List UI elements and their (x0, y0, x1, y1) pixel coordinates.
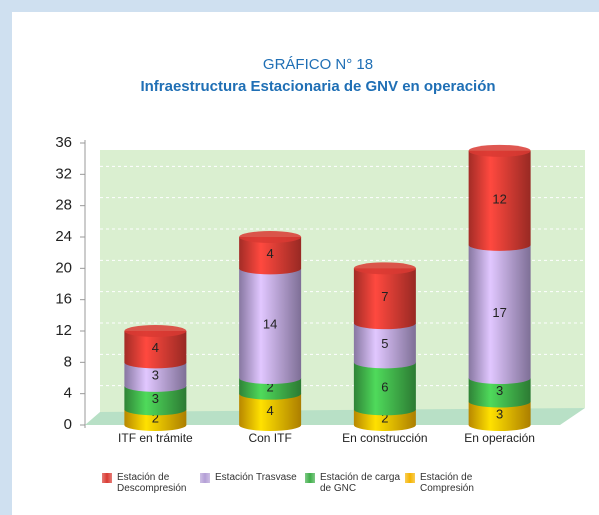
bar-segment (468, 378, 531, 408)
y-tick-label: 4 (64, 385, 72, 402)
bar-segment (353, 362, 416, 416)
y-tick-label: 0 (64, 416, 72, 433)
legend-label: Estación de Compresión (420, 472, 474, 494)
value-label: 12 (492, 191, 506, 206)
chart-subtitle: Infraestructura Estacionaria de GNV en o… (140, 78, 495, 95)
bar-segment (468, 150, 531, 251)
y-tick-label: 16 (55, 291, 72, 308)
legend-swatch (102, 473, 112, 483)
value-label: 14 (263, 317, 277, 332)
y-tick-label: 32 (55, 165, 72, 182)
bar-top (353, 262, 416, 275)
bar-segment (124, 409, 187, 431)
value-label: 2 (267, 379, 274, 394)
bar-segment (468, 401, 531, 431)
value-label: 6 (381, 379, 388, 394)
y-tick-label: 28 (55, 197, 72, 214)
bar-top (124, 325, 187, 337)
floor (85, 408, 585, 425)
bar-top (468, 144, 531, 157)
bar-segment (353, 409, 416, 431)
legend-label: Estación de Descompresión (117, 472, 187, 494)
bar-top (239, 231, 302, 243)
value-label: 3 (152, 368, 159, 383)
value-label: 7 (381, 289, 388, 304)
legend-swatch (305, 473, 315, 483)
legend-label: Estación Trasvase (215, 472, 297, 483)
y-tick-label: 12 (55, 322, 72, 339)
value-label: 3 (152, 391, 159, 406)
bar-segment (353, 323, 416, 369)
y-tick-label: 36 (55, 134, 72, 151)
y-tick-label: 8 (64, 353, 72, 370)
bar-segment (124, 331, 187, 369)
bar-segment (124, 362, 187, 392)
bar-segment (239, 237, 302, 275)
bar-segment (468, 244, 531, 384)
legend-swatch (405, 473, 415, 483)
legend-swatch (200, 473, 210, 483)
value-label: 5 (381, 336, 388, 351)
x-tick-label: En operación (464, 431, 535, 445)
bar-segment (239, 378, 302, 400)
value-label: 4 (267, 246, 274, 261)
legend-label: Estación de carga de GNC (320, 472, 401, 494)
value-label: 3 (496, 383, 503, 398)
bar-segment (353, 268, 416, 330)
bar-segment (124, 385, 187, 416)
y-tick-label: 24 (55, 228, 72, 245)
bar-segment (239, 393, 302, 431)
bar-segment (239, 268, 302, 384)
x-tick-label: Con ITF (248, 431, 292, 445)
chart-title: GRÁFICO N° 18 (263, 56, 373, 73)
value-label: 2 (381, 411, 388, 426)
value-label: 2 (152, 411, 159, 426)
value-label: 3 (496, 407, 503, 422)
x-tick-label: En construcción (342, 431, 428, 445)
x-tick-label: ITF en trámite (118, 431, 193, 445)
y-tick-label: 20 (55, 259, 72, 276)
value-label: 17 (492, 305, 506, 320)
value-label: 4 (152, 340, 159, 355)
value-label: 4 (267, 403, 274, 418)
